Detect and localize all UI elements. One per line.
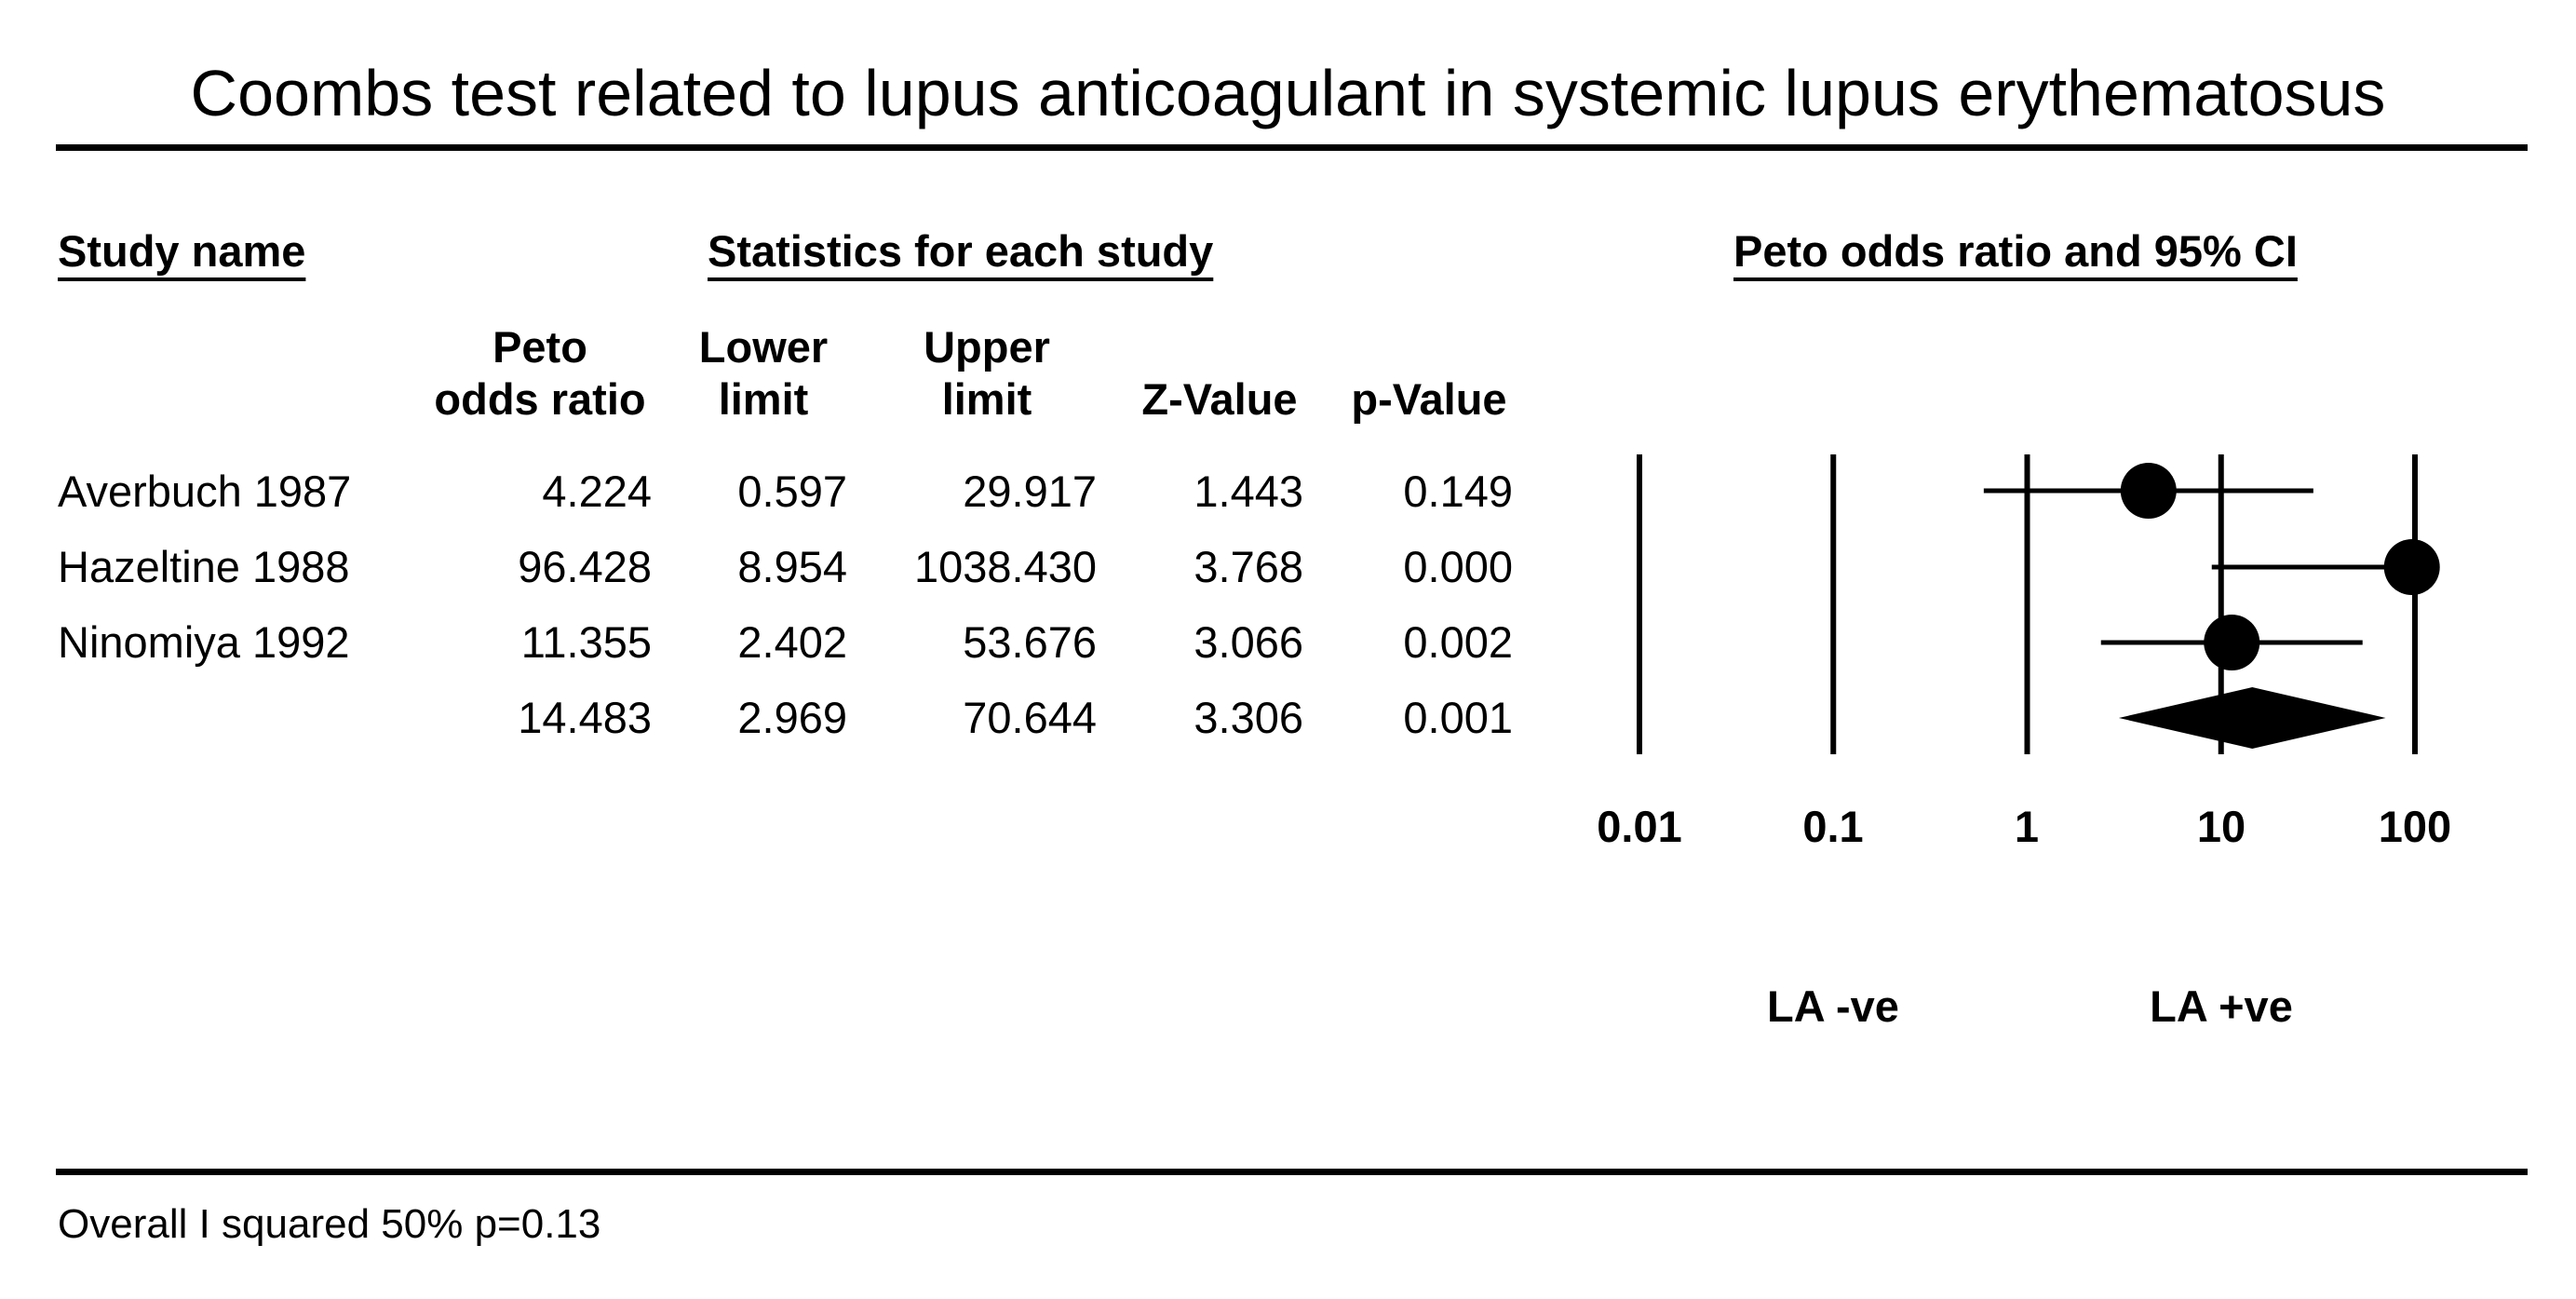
lower-limit-value: 8.954 [737,542,847,591]
odds-ratio-value: 14.483 [518,693,652,742]
axis-tick-label: 0.1 [1802,802,1864,851]
column-header-line1: Lower [698,322,829,372]
column-header-line1: Upper [924,322,1050,372]
odds-ratio-value: 11.355 [520,617,652,667]
study-name: Hazeltine 1988 [58,542,350,591]
lower-limit-value: 0.597 [737,467,847,516]
axis-tick-label: 0.01 [1597,802,1682,851]
column-header-line1: Peto [492,322,587,372]
study-name: Averbuch 1987 [58,467,352,516]
column-header-upper-limit: Upper limit [894,321,1080,426]
upper-limit-value: 29.917 [963,467,1097,516]
column-header-odds-ratio: Peto odds ratio [428,321,652,426]
odds-ratio-marker [2383,539,2440,595]
lower-limit-value: 2.969 [737,693,847,742]
p-value: 0.000 [1403,542,1513,591]
column-header-line2: odds ratio [434,374,646,424]
axis-tick-label: 100 [2378,802,2452,851]
bottom-rule [56,1169,2528,1175]
chart-title: Coombs test related to lupus anticoagula… [190,57,2386,129]
summary-diamond [2118,687,2386,749]
heterogeneity-note: Overall I squared 50% p=0.13 [58,1201,601,1247]
column-header-line2: Z-Value [1141,374,1298,424]
plot-header: Peto odds ratio and 95% CI [1733,226,2298,276]
column-header-line2: p-Value [1351,374,1507,424]
upper-limit-value: 1038.430 [913,542,1097,591]
p-value: 0.001 [1403,693,1513,742]
z-value: 3.066 [1194,617,1303,667]
axis-tick-label: 10 [2196,802,2246,851]
axis-tick-label: 1 [2014,802,2040,851]
lower-limit-value: 2.402 [737,617,847,667]
z-value: 3.768 [1194,542,1303,591]
odds-ratio-value: 96.428 [518,542,652,591]
upper-limit-value: 53.676 [963,617,1097,667]
column-header-p-value: p-Value [1331,321,1527,426]
z-value: 3.306 [1194,693,1303,742]
p-value: 0.002 [1403,617,1513,667]
p-value: 0.149 [1403,467,1513,516]
favours-left-label: LA -ve [1767,981,1899,1031]
odds-ratio-value: 4.224 [542,467,652,516]
upper-limit-value: 70.644 [963,693,1097,742]
favours-right-label: LA +ve [2150,981,2293,1031]
column-header-line2: limit [941,374,1032,424]
odds-ratio-marker [2204,615,2260,670]
column-header-lower-limit: Lower limit [670,321,856,426]
top-rule [56,144,2528,151]
column-header-z-value: Z-Value [1117,321,1322,426]
odds-ratio-marker [2120,463,2177,519]
column-header-line2: limit [718,374,809,424]
z-value: 1.443 [1194,467,1303,516]
statistics-header: Statistics for each study [708,226,1214,276]
study-name: Ninomiya 1992 [58,617,350,667]
study-name-header: Study name [58,226,306,276]
